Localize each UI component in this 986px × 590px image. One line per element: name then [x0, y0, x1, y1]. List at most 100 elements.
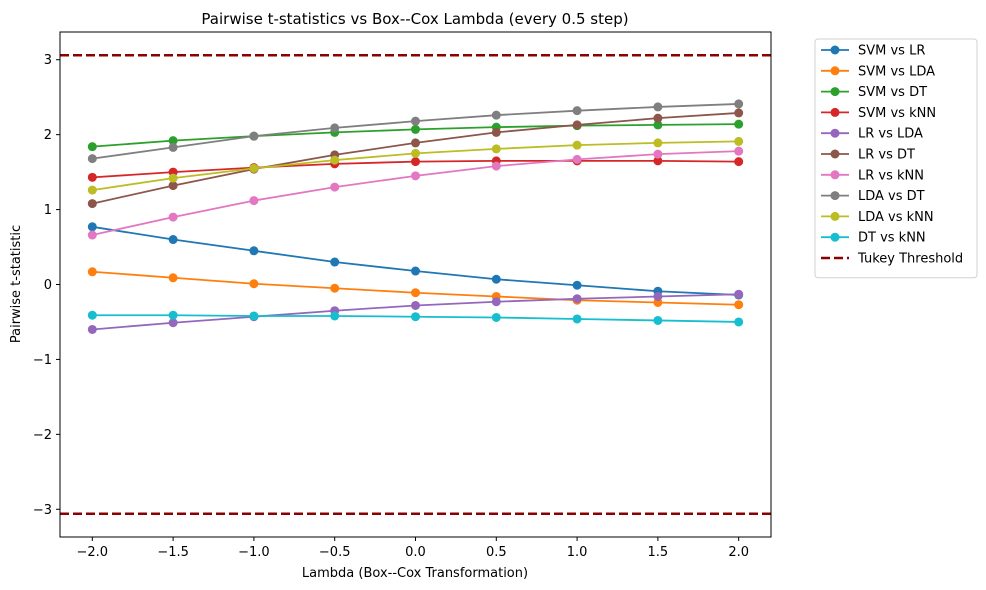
series-marker	[653, 149, 663, 159]
series-marker	[249, 279, 259, 289]
series-marker	[249, 196, 259, 206]
y-tick-label: −2	[33, 428, 52, 443]
series-marker	[411, 266, 420, 276]
chart-title: Pairwise t-statistics vs Box--Cox Lambda…	[201, 10, 628, 28]
series-marker	[572, 140, 582, 150]
series-marker	[168, 318, 178, 328]
series-marker	[168, 212, 178, 222]
legend-label: LR vs kNN	[858, 168, 924, 183]
series-marker	[734, 146, 744, 156]
x-tick-label: −1.0	[238, 545, 270, 560]
series-layer	[87, 99, 744, 334]
series-marker	[87, 199, 97, 209]
legend-marker	[830, 87, 840, 97]
x-tick-label: 1.5	[648, 545, 669, 560]
legend-label: SVM vs DT	[858, 85, 927, 100]
legend-marker	[830, 107, 840, 117]
legend-marker	[830, 45, 840, 55]
y-tick-label: 3	[44, 53, 52, 68]
legend-marker	[830, 191, 840, 201]
y-tick-label: −1	[33, 353, 52, 368]
series-group	[87, 99, 744, 164]
series-marker	[411, 116, 420, 126]
series-marker	[168, 142, 178, 152]
series-marker	[330, 155, 340, 165]
series-marker	[411, 300, 420, 310]
series-marker	[653, 120, 663, 130]
series-marker	[491, 161, 501, 171]
series-marker	[653, 315, 663, 325]
series-marker	[572, 280, 582, 290]
series-marker	[734, 317, 744, 327]
x-axis: −2.0 −1.5 −1.0 −0.5 0.0 0.5 1.0 1.5 2.0	[77, 537, 749, 560]
legend-marker	[830, 149, 840, 159]
legend-label: SVM vs LDA	[858, 64, 935, 79]
y-axis: −3 −2 −1 0 1 2 3	[33, 53, 60, 518]
series-marker	[87, 154, 97, 164]
series-marker	[491, 274, 501, 284]
series-marker	[491, 297, 501, 307]
series-marker	[734, 136, 744, 146]
series-marker	[572, 120, 582, 130]
legend-label: LDA vs DT	[858, 189, 925, 204]
series-marker	[330, 257, 340, 267]
series-marker	[653, 156, 663, 166]
series-marker	[87, 185, 97, 195]
legend-marker	[830, 211, 840, 221]
series-group	[87, 267, 744, 310]
series-marker	[87, 310, 97, 320]
x-tick-label: 1.0	[567, 545, 588, 560]
series-marker	[249, 131, 259, 141]
series-marker	[491, 110, 501, 120]
series-marker	[572, 154, 582, 164]
y-tick-label: 0	[44, 278, 52, 293]
x-tick-label: 0.5	[486, 545, 507, 560]
series-marker	[87, 172, 97, 182]
series-marker	[87, 267, 97, 277]
x-tick-label: 2.0	[728, 545, 749, 560]
series-marker	[330, 283, 340, 293]
series-group	[87, 146, 744, 240]
series-marker	[87, 222, 97, 232]
series-group	[87, 310, 744, 327]
series-marker	[168, 173, 178, 183]
series-marker	[572, 314, 582, 324]
legend-label: SVM vs LR	[858, 44, 925, 59]
series-marker	[411, 124, 420, 134]
series-marker	[734, 99, 744, 109]
series-marker	[249, 163, 259, 173]
series-marker	[330, 311, 340, 321]
series-marker	[734, 300, 744, 310]
series-marker	[572, 294, 582, 304]
legend-label: SVM vs kNN	[858, 106, 936, 121]
threshold-layer	[60, 53, 771, 516]
legend-marker	[830, 170, 840, 180]
y-tick-label: 1	[44, 203, 52, 218]
series-marker	[411, 157, 420, 167]
series-marker	[330, 123, 340, 133]
series-marker	[168, 136, 178, 146]
series-marker	[653, 291, 663, 301]
series-marker	[168, 235, 178, 245]
x-tick-label: −0.5	[319, 545, 351, 560]
x-axis-label: Lambda (Box--Cox Transformation)	[302, 566, 528, 581]
x-tick-label: −2.0	[77, 545, 109, 560]
series-marker	[653, 102, 663, 112]
series-marker	[411, 312, 420, 322]
legend-label: Tukey Threshold	[857, 252, 963, 267]
legend-label: DT vs kNN	[858, 231, 926, 246]
y-tick-label: −3	[33, 503, 52, 518]
legend-marker	[830, 66, 840, 76]
series-marker	[87, 142, 97, 152]
series-marker	[734, 289, 744, 299]
series-marker	[168, 310, 178, 320]
legend: SVM vs LR SVM vs LDA SVM vs DT SVM vs kNN LR…	[814, 38, 978, 279]
x-tick-label: 0.0	[405, 545, 426, 560]
series-group	[87, 222, 744, 300]
legend-label: LDA vs kNN	[858, 210, 934, 225]
series-marker	[734, 108, 744, 118]
series-marker	[411, 288, 420, 298]
series-marker	[572, 106, 582, 116]
legend-label: LR vs DT	[858, 148, 915, 163]
legend-marker	[830, 232, 840, 242]
